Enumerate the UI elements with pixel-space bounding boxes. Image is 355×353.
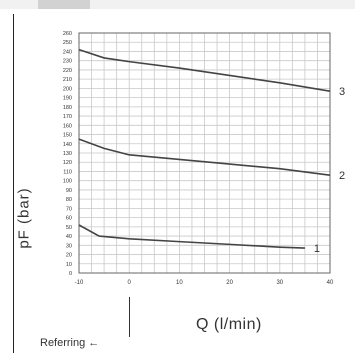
y-tick-label: 70 <box>66 206 72 212</box>
series-line-2 <box>78 138 331 176</box>
y-tick-label: 170 <box>63 114 72 120</box>
x-tick-label: 40 <box>327 280 334 286</box>
y-tick-label: 20 <box>66 253 72 259</box>
y-tick-label: 0 <box>69 271 72 277</box>
y-tick-label: 10 <box>66 262 72 268</box>
series-label-2: 2 <box>339 170 345 182</box>
y-tick-label: 40 <box>66 234 72 240</box>
x-tick-label: 20 <box>226 280 233 286</box>
y-tick-label: 160 <box>63 123 72 129</box>
x-tick-label: 10 <box>176 280 183 286</box>
y-tick-label: 80 <box>66 197 72 203</box>
y-tick-label: 50 <box>66 225 72 231</box>
series-line-1 <box>78 224 305 249</box>
x-tick-label: 30 <box>276 280 283 286</box>
reference-annotation: Referring ← <box>40 337 100 349</box>
y-axis-label: pF (bar) <box>15 187 33 249</box>
y-tick-label: 130 <box>63 151 72 157</box>
y-tick-label: 260 <box>63 31 72 37</box>
y-tick-label: 210 <box>63 77 72 83</box>
reference-tick <box>129 297 130 337</box>
y-tick-label: 230 <box>63 59 72 65</box>
y-tick-label: 30 <box>66 243 72 249</box>
series-line-3 <box>78 48 331 92</box>
y-tick-label: 180 <box>63 105 72 111</box>
y-tick-label: 60 <box>66 216 72 222</box>
y-tick-label: 150 <box>63 133 72 139</box>
x-tick-label: -10 <box>75 280 84 286</box>
series-label-1: 1 <box>314 243 320 255</box>
y-tick-label: 200 <box>63 86 72 92</box>
y-tick-label: 250 <box>63 40 72 46</box>
x-axis-label: Q (l/min) <box>196 316 262 333</box>
y-tick-label: 190 <box>63 96 72 102</box>
plot-area-border <box>78 32 331 274</box>
x-tick-label: 0 <box>128 280 132 286</box>
y-tick-label: 90 <box>66 188 72 194</box>
y-tick-label: 120 <box>63 160 72 166</box>
top-bar <box>0 0 355 9</box>
series-label-3: 3 <box>339 86 345 98</box>
top-bar-tab <box>38 0 90 9</box>
y-tick-label: 220 <box>63 68 72 74</box>
y-tick-label: 240 <box>63 49 72 55</box>
y-tick-label: 110 <box>63 169 72 175</box>
y-tick-label: 140 <box>63 142 72 148</box>
y-tick-label: 100 <box>63 179 72 185</box>
frame-line <box>13 14 14 353</box>
